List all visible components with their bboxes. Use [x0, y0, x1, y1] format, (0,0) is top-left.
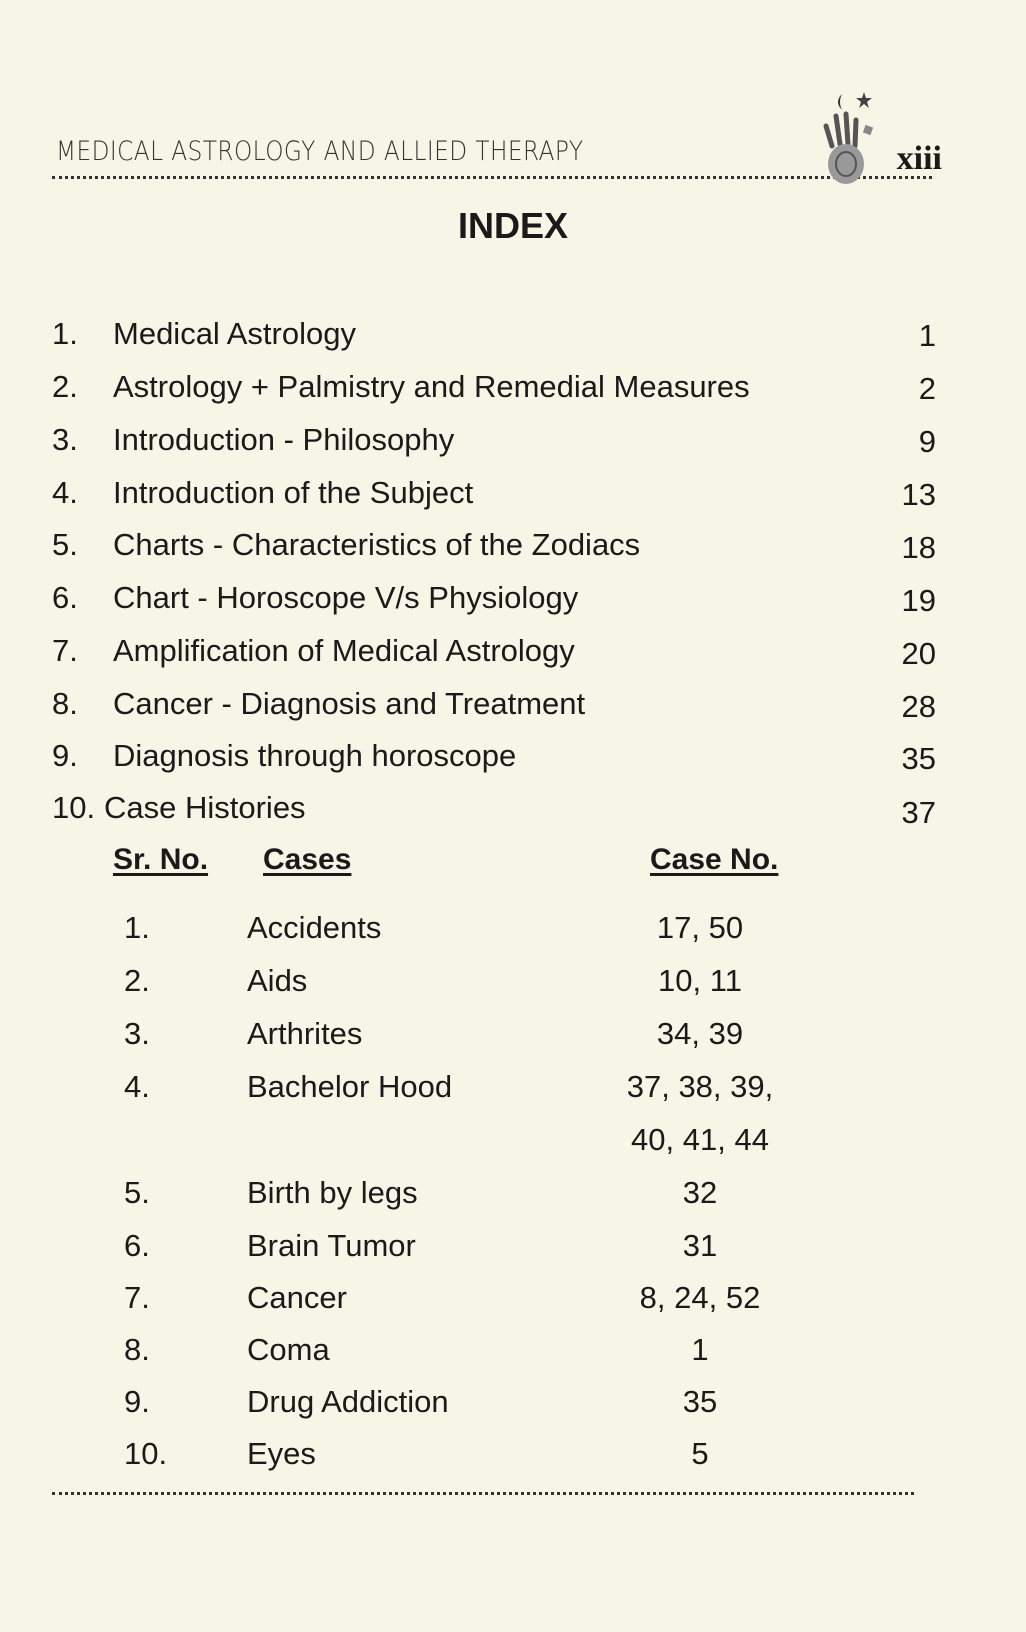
entry-title: Charts - Characteristics of the Zodiacs: [113, 527, 641, 562]
sr-no: 6.: [124, 1228, 150, 1263]
case-numbers: 17, 50: [656, 910, 744, 945]
case-numbers: 5: [691, 1436, 709, 1471]
entry-page: 37: [901, 795, 936, 830]
header-sr-no: Sr. No.: [113, 843, 209, 876]
footer-divider: [52, 1492, 914, 1495]
case-name: Accidents: [247, 910, 382, 945]
case-numbers: 37, 38, 39,: [626, 1069, 774, 1104]
case-name: Birth by legs: [247, 1175, 418, 1210]
case-numbers: 8, 24, 52: [639, 1280, 761, 1315]
entry-number: 6.: [52, 580, 78, 615]
entry-page: 9: [918, 424, 936, 459]
entry-page: 13: [901, 477, 936, 512]
sr-no: 4.: [124, 1069, 150, 1104]
entry-page: 20: [901, 636, 936, 671]
sr-no: 3.: [124, 1016, 150, 1051]
case-numbers: 10, 11: [658, 963, 742, 998]
entry-number: 9.: [52, 738, 78, 773]
entry-number: 5.: [52, 527, 78, 562]
entry-number: 8.: [52, 686, 78, 721]
case-name: Cancer: [247, 1280, 347, 1315]
entry-page: 35: [901, 741, 936, 776]
case-numbers-continued: 40, 41, 44: [631, 1122, 769, 1157]
page-title: INDEX: [457, 205, 569, 246]
case-name: Arthrites: [247, 1016, 363, 1051]
header-case-no: Case No.: [650, 843, 779, 876]
header-divider: [52, 176, 932, 179]
entry-number: 2.: [52, 369, 78, 404]
entry-title: Diagnosis through horoscope: [113, 738, 517, 773]
sr-no: 5.: [124, 1175, 150, 1210]
entry-number: 4.: [52, 475, 78, 510]
entry-title: Chart - Horoscope V/s Physiology: [113, 580, 579, 615]
running-title: MEDICAL ASTROLOGY AND ALLIED THERAPY: [56, 136, 584, 167]
entry-page: 1: [918, 318, 936, 353]
sr-no: 7.: [124, 1280, 150, 1315]
case-name: Aids: [247, 963, 308, 998]
case-name: Brain Tumor: [247, 1228, 416, 1263]
case-numbers: 32: [682, 1175, 718, 1210]
entry-number: 1.: [52, 316, 78, 351]
sr-no: 1.: [124, 910, 150, 945]
sr-no: 8.: [124, 1332, 150, 1367]
case-numbers: 35: [682, 1384, 718, 1419]
case-name: Coma: [247, 1332, 330, 1367]
entry-number: 10.: [52, 790, 96, 825]
sr-no: 10.: [124, 1436, 168, 1471]
entry-title: Astrology + Palmistry and Remedial Measu…: [113, 369, 750, 404]
entry-title: Medical Astrology: [113, 316, 356, 351]
entry-number: 3.: [52, 422, 78, 457]
entry-page: 2: [918, 371, 936, 406]
case-numbers: 34, 39: [656, 1016, 744, 1051]
page-number: xiii: [896, 140, 942, 177]
case-numbers: 1: [691, 1332, 709, 1367]
entry-page: 28: [901, 689, 936, 724]
case-name: Drug Addiction: [247, 1384, 449, 1419]
header-cases: Cases: [263, 843, 352, 876]
hand-moon-star-logo-icon: [823, 92, 874, 184]
sr-no: 2.: [124, 963, 150, 998]
entry-title: Case Histories: [104, 790, 306, 825]
entry-number: 7.: [52, 633, 78, 668]
entry-title: Introduction of the Subject: [113, 475, 474, 510]
entry-page: 18: [901, 530, 936, 565]
entry-title: Amplification of Medical Astrology: [113, 633, 575, 668]
sr-no: 9.: [124, 1384, 150, 1419]
entry-page: 19: [901, 583, 936, 618]
case-name: Bachelor Hood: [247, 1069, 453, 1104]
case-numbers: 31: [682, 1228, 718, 1263]
entry-title: Introduction - Philosophy: [113, 422, 455, 457]
entry-title: Cancer - Diagnosis and Treatment: [113, 686, 586, 721]
case-name: Eyes: [247, 1436, 316, 1471]
